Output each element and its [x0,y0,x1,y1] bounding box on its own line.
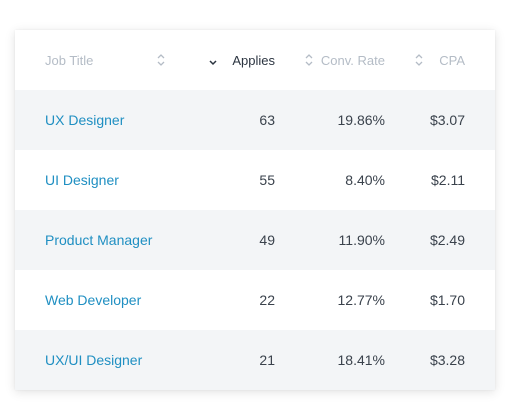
cpa-value: $2.49 [429,232,465,248]
table-row: Web Developer 22 12.77% $1.70 [15,270,495,330]
cpa-value: $1.70 [429,292,465,308]
table-row: UI Designer 55 8.40% $2.11 [15,150,495,210]
column-header-cpa[interactable]: CPA [439,52,465,68]
job-title-link[interactable]: Product Manager [45,232,153,248]
table-header: Job Title Applies Conv. Rate CPA [15,30,495,90]
sort-chevron-up-down-icon[interactable] [155,30,167,90]
column-header-conv-rate[interactable]: Conv. Rate [320,52,385,68]
cpa-value: $3.28 [429,352,465,368]
applies-value: 49 [259,232,275,248]
conv-rate-value: 11.90% [338,232,385,248]
applies-value: 55 [259,172,275,188]
applies-value: 63 [259,112,275,128]
conv-rate-value: 8.40% [345,172,385,188]
column-header-applies[interactable]: Applies [232,52,275,68]
conv-rate-value: 12.77% [337,292,385,308]
job-title-link[interactable]: Web Developer [45,292,142,308]
sort-chevron-up-down-icon[interactable] [413,30,425,90]
column-header-job-title[interactable]: Job Title [45,52,94,68]
job-title-link[interactable]: UI Designer [45,172,119,188]
applies-value: 22 [259,292,275,308]
conv-rate-value: 18.41% [337,352,385,368]
job-title-link[interactable]: UX Designer [45,112,125,128]
job-title-link[interactable]: UX/UI Designer [45,352,143,368]
table-row: Product Manager 49 11.90% $2.49 [15,210,495,270]
table-row: UX Designer 63 19.86% $3.07 [15,90,495,150]
cpa-value: $3.07 [429,112,465,128]
table-row: UX/UI Designer 21 18.41% $3.28 [15,330,495,390]
jobs-table: Job Title Applies Conv. Rate CPA UX Desi… [15,30,495,390]
cpa-value: $2.11 [431,172,465,188]
sort-chevron-down-icon[interactable] [207,30,219,90]
sort-chevron-up-down-icon[interactable] [303,30,315,90]
conv-rate-value: 19.86% [337,112,385,128]
applies-value: 21 [259,352,275,368]
